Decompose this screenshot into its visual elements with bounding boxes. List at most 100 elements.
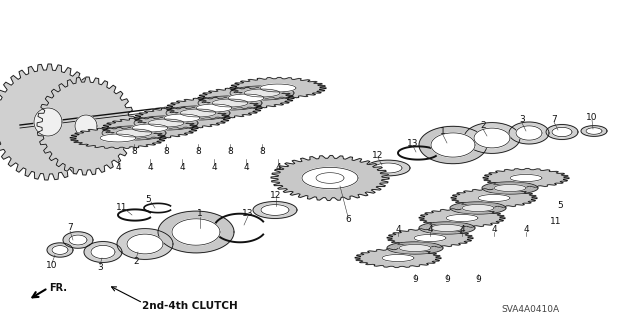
Polygon shape xyxy=(134,108,230,129)
Polygon shape xyxy=(69,235,87,245)
Polygon shape xyxy=(509,122,549,144)
Polygon shape xyxy=(172,219,220,245)
Text: 9: 9 xyxy=(412,276,418,285)
Polygon shape xyxy=(494,184,526,191)
Polygon shape xyxy=(546,124,578,139)
Polygon shape xyxy=(446,214,478,221)
Text: FR.: FR. xyxy=(49,283,67,293)
Text: 8: 8 xyxy=(259,147,265,157)
Text: 9: 9 xyxy=(475,276,481,285)
Polygon shape xyxy=(419,222,475,234)
Text: 8: 8 xyxy=(131,147,137,157)
Polygon shape xyxy=(586,128,602,134)
Polygon shape xyxy=(483,168,569,188)
Text: SVA4A0410A: SVA4A0410A xyxy=(501,306,559,315)
Polygon shape xyxy=(382,255,414,262)
Polygon shape xyxy=(230,78,326,99)
Polygon shape xyxy=(166,106,230,120)
Polygon shape xyxy=(198,87,294,108)
Polygon shape xyxy=(134,116,198,130)
Text: 4: 4 xyxy=(491,226,497,234)
Polygon shape xyxy=(271,156,389,200)
Text: 11: 11 xyxy=(116,204,128,212)
Polygon shape xyxy=(431,225,463,232)
Polygon shape xyxy=(63,232,93,248)
Text: 13: 13 xyxy=(407,138,419,147)
Polygon shape xyxy=(462,204,494,211)
Text: 4: 4 xyxy=(179,162,185,172)
Polygon shape xyxy=(148,119,184,127)
Polygon shape xyxy=(100,134,136,142)
Polygon shape xyxy=(166,97,262,119)
Polygon shape xyxy=(116,129,152,137)
Polygon shape xyxy=(75,115,97,137)
Text: 12: 12 xyxy=(270,190,282,199)
Text: 8: 8 xyxy=(195,147,201,157)
Polygon shape xyxy=(198,96,262,110)
Polygon shape xyxy=(387,228,473,248)
Polygon shape xyxy=(387,242,443,254)
Polygon shape xyxy=(0,64,106,180)
Polygon shape xyxy=(117,229,173,259)
Text: 7: 7 xyxy=(551,115,557,123)
Polygon shape xyxy=(47,243,73,257)
Text: 2: 2 xyxy=(133,257,139,266)
Polygon shape xyxy=(102,117,198,138)
Polygon shape xyxy=(399,244,431,251)
Polygon shape xyxy=(516,126,542,140)
Polygon shape xyxy=(482,182,538,194)
Polygon shape xyxy=(34,108,62,136)
Text: 1: 1 xyxy=(197,210,203,219)
Polygon shape xyxy=(374,163,402,173)
Text: 11: 11 xyxy=(550,217,562,226)
Text: 5: 5 xyxy=(557,201,563,210)
Text: 2: 2 xyxy=(480,122,486,130)
Text: 4: 4 xyxy=(211,162,217,172)
Text: 3: 3 xyxy=(97,263,103,272)
Polygon shape xyxy=(37,77,135,175)
Text: 4: 4 xyxy=(523,226,529,234)
Polygon shape xyxy=(414,234,446,241)
Text: 4: 4 xyxy=(395,226,401,234)
Polygon shape xyxy=(158,211,234,253)
Polygon shape xyxy=(102,126,166,140)
Text: 4: 4 xyxy=(243,162,249,172)
Polygon shape xyxy=(581,126,607,136)
Polygon shape xyxy=(302,167,358,189)
Polygon shape xyxy=(431,133,475,157)
Polygon shape xyxy=(355,249,441,267)
Polygon shape xyxy=(180,109,216,117)
Polygon shape xyxy=(510,174,542,182)
Polygon shape xyxy=(474,128,510,148)
Polygon shape xyxy=(478,195,510,202)
Text: 9: 9 xyxy=(444,276,450,285)
Text: 10: 10 xyxy=(586,113,598,122)
Polygon shape xyxy=(552,127,572,137)
Text: 12: 12 xyxy=(372,151,384,160)
Polygon shape xyxy=(260,84,296,92)
Polygon shape xyxy=(253,202,297,219)
Polygon shape xyxy=(127,234,163,254)
Text: 6: 6 xyxy=(345,216,351,225)
Polygon shape xyxy=(70,127,166,149)
Polygon shape xyxy=(419,209,505,227)
Polygon shape xyxy=(450,202,506,214)
Polygon shape xyxy=(91,245,115,259)
Polygon shape xyxy=(366,160,410,176)
Polygon shape xyxy=(132,124,168,132)
Polygon shape xyxy=(464,122,520,153)
Polygon shape xyxy=(419,126,487,164)
Text: 4: 4 xyxy=(427,226,433,234)
Text: 4: 4 xyxy=(147,162,153,172)
Text: 7: 7 xyxy=(67,224,73,233)
Text: 4: 4 xyxy=(275,162,281,172)
Text: 4: 4 xyxy=(115,162,121,172)
Text: 3: 3 xyxy=(519,115,525,124)
Polygon shape xyxy=(164,114,200,122)
Text: 13: 13 xyxy=(243,209,253,218)
Polygon shape xyxy=(84,241,122,263)
Text: 10: 10 xyxy=(46,261,58,270)
Text: 1: 1 xyxy=(440,128,446,137)
Text: 5: 5 xyxy=(145,196,151,204)
Polygon shape xyxy=(261,204,289,215)
